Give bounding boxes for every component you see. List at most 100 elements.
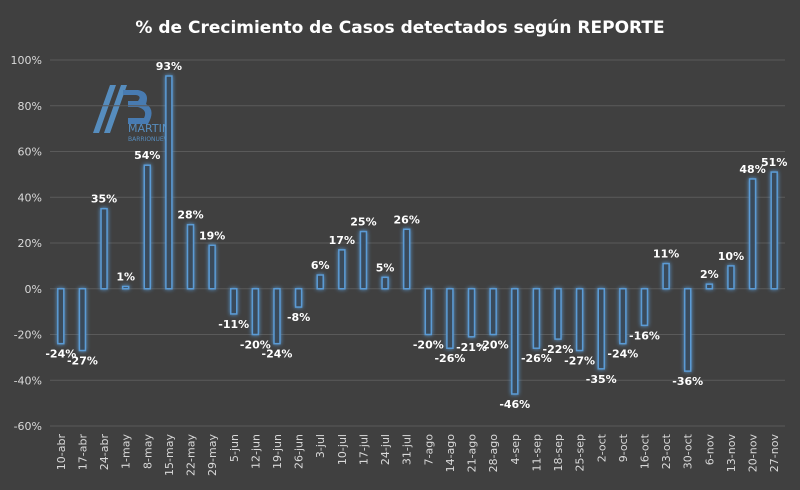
data-label: 35% (91, 193, 117, 206)
bar-2-oct (597, 288, 605, 370)
bar-12-jun (251, 288, 260, 336)
x-tick-label: 18-sep (552, 434, 565, 471)
x-tick-label: 31-jul (401, 434, 414, 465)
logo-mark-m (93, 85, 127, 133)
y-tick-label: 60% (18, 146, 42, 159)
x-tick-label: 30-oct (682, 433, 695, 469)
x-tick-label: 24-jul (379, 434, 392, 465)
x-tick-label: 24-abr (98, 434, 111, 471)
data-label: -24% (607, 348, 638, 361)
x-tick-label: 9-oct (617, 433, 630, 462)
x-tick-label: 17-jul (357, 434, 370, 465)
data-label: 11% (653, 248, 679, 261)
data-label: 10% (718, 250, 744, 263)
bar-3-jul (316, 274, 324, 290)
data-label: 6% (311, 259, 330, 272)
x-tick-label: 7-ago (422, 434, 435, 466)
data-label: -20% (240, 339, 271, 352)
bar-28-ago (489, 288, 497, 336)
bar-4-sep (511, 288, 519, 395)
y-tick-label: -40% (14, 374, 42, 387)
logo-mark-b (123, 90, 152, 124)
bar-19-jun (273, 288, 281, 345)
data-label: 54% (134, 149, 160, 162)
bar-11-sep (532, 288, 541, 349)
x-tick-label: 8-may (141, 434, 154, 469)
data-label: 48% (739, 163, 765, 176)
x-tick-label: 17-abr (76, 434, 89, 471)
y-tick-label: 20% (18, 237, 42, 250)
data-label: 25% (350, 216, 376, 229)
x-tick-label: 16-oct (638, 433, 651, 469)
data-label: -24% (262, 348, 293, 361)
x-tick-label: 4-sep (509, 434, 522, 464)
bar-15-may (165, 75, 173, 290)
x-tick-label: 20-nov (747, 434, 760, 473)
data-label: 28% (177, 209, 203, 222)
bar-17-abr (78, 288, 87, 352)
data-label: -21% (456, 341, 487, 354)
bar-24-abr (100, 207, 108, 290)
data-label: -26% (521, 352, 552, 365)
bar-9-oct (619, 288, 627, 345)
data-label: -27% (564, 355, 595, 368)
x-tick-label: 26-jun (293, 434, 306, 469)
bar-30-oct (683, 288, 692, 372)
bar-16-oct (640, 288, 649, 327)
x-tick-label: 5-jun (228, 434, 241, 462)
bar-23-oct (662, 262, 670, 290)
y-tick-label: 40% (18, 191, 42, 204)
bar-6-nov (705, 283, 714, 290)
data-label: 51% (761, 156, 787, 169)
data-label: -20% (478, 339, 509, 352)
bar-18-sep (554, 288, 562, 340)
data-label: -20% (413, 339, 444, 352)
x-tick-label: 3-jul (314, 434, 327, 458)
x-tick-label: 11-sep (530, 434, 543, 471)
data-label: -24% (45, 348, 76, 361)
bar-25-sep (575, 288, 584, 352)
logo-name: MARTIN (128, 122, 170, 135)
bar-13-nov (727, 265, 735, 290)
bar-8-may (143, 164, 152, 290)
x-tick-label: 21-ago (466, 434, 479, 473)
data-label: -46% (499, 398, 530, 411)
data-label: -8% (287, 311, 310, 324)
bar-17-jul (359, 230, 368, 290)
x-tick-label: 1-may (120, 434, 133, 469)
bar-14-ago (446, 288, 454, 349)
chart-title: % de Crecimiento de Casos detectados seg… (135, 18, 664, 38)
x-tick-label: 12-jun (249, 434, 262, 469)
x-tick-label: 27-nov (768, 434, 781, 473)
data-label: -36% (672, 375, 703, 388)
x-tick-label: 10-jul (336, 434, 349, 465)
x-tick-label: 25-sep (574, 434, 587, 471)
data-label: 26% (394, 213, 420, 226)
data-label: 1% (116, 270, 135, 283)
bar-10-abr (57, 288, 65, 345)
bar-22-may (186, 223, 195, 290)
x-tick-label: 6-nov (703, 434, 716, 466)
bar-21-ago (467, 288, 476, 338)
x-tick-label: 13-nov (725, 434, 738, 473)
x-tick-label: 28-ago (487, 434, 500, 473)
x-tick-label: 15-may (163, 434, 176, 476)
data-label: 93% (156, 60, 182, 73)
y-tick-label: 0% (25, 283, 42, 296)
x-tick-label: 22-may (185, 434, 198, 476)
y-tick-label: -20% (14, 329, 42, 342)
data-label: -22% (543, 343, 574, 356)
data-label: 5% (376, 261, 395, 274)
x-tick-label: 29-may (206, 434, 219, 476)
data-label: 2% (700, 268, 719, 281)
bar-26-jun (294, 288, 303, 308)
bar-27-nov (770, 171, 778, 290)
x-tick-label: 2-oct (595, 433, 608, 462)
logo-subname: BARRIONUEVO (128, 136, 173, 143)
x-tick-label: 23-oct (660, 433, 673, 469)
x-tick-label: 19-jun (271, 434, 284, 469)
data-label: -27% (67, 355, 98, 368)
bar-1-may (121, 285, 130, 290)
